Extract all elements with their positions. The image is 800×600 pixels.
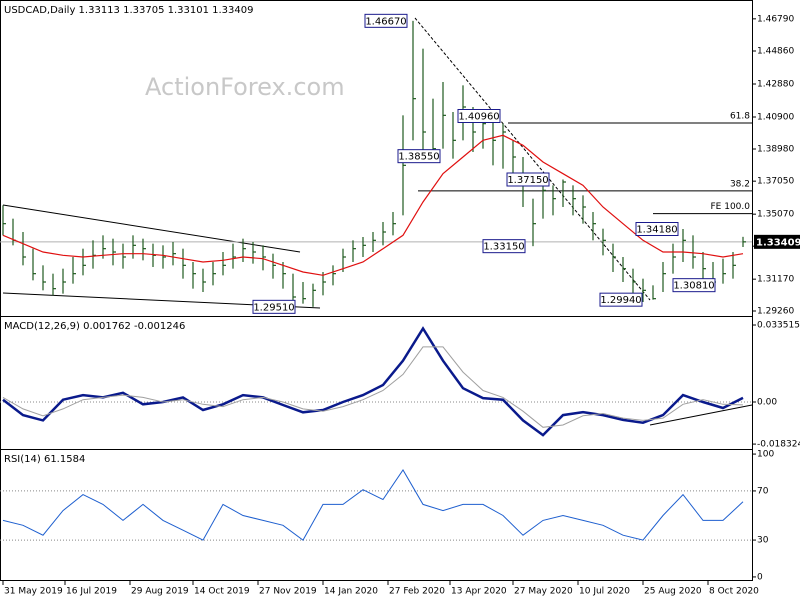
price-label-box — [397, 149, 441, 164]
panel-title: USDCAD,Daily 1.33113 1.33705 1.33101 1.3… — [4, 5, 254, 16]
x-tick-label: 31 May 2019 — [4, 587, 63, 597]
y-tick-label: 70 — [757, 486, 769, 496]
y-tick-label: 1.44860 — [757, 47, 794, 57]
fib-label: 61.8 — [730, 112, 750, 122]
price-label-box — [482, 239, 526, 254]
price-label-box — [457, 109, 501, 123]
price-label: 1.34180 — [636, 225, 677, 236]
x-tick-label: 14 Oct 2019 — [194, 587, 250, 597]
price-label-box — [252, 299, 296, 314]
x-tick-label: 14 Jan 2020 — [324, 587, 378, 597]
indicator-line — [2, 346, 744, 428]
price-label: 1.33150 — [483, 242, 524, 253]
y-tick-label: 1.31170 — [757, 275, 794, 285]
price-label: 1.46670 — [365, 16, 406, 27]
price-label-box — [364, 13, 408, 28]
y-tick-label: 1.40900 — [757, 113, 794, 123]
watermark: ActionForex.com — [145, 73, 345, 101]
last-price-label: 1.33409 — [756, 237, 800, 248]
fib-label: 38.2 — [730, 179, 750, 189]
y-tick-label: 1.35070 — [757, 210, 794, 220]
fib-label: FE 100.0 — [711, 202, 751, 212]
x-tick-label: 27 May 2020 — [514, 587, 573, 597]
x-tick-label: 13 Apr 2020 — [451, 587, 507, 597]
panel: 0.033515 0.00 -0.018324 MACD(12,26,9) 0.001… — [0, 321, 800, 450]
price-label: 1.38550 — [398, 152, 439, 163]
price-label: 1.30810 — [673, 281, 714, 292]
y-tick-label: 1.46790 — [757, 14, 794, 24]
indicator-line — [2, 326, 744, 437]
frame — [0, 0, 753, 581]
x-tick-label: 29 Aug 2019 — [131, 587, 189, 597]
panel-title: MACD(12,26,9) 0.001762 -0.001246 — [4, 321, 185, 332]
y-tick-label: 1.37050 — [757, 177, 794, 187]
y-tick-label: 1.29260 — [757, 307, 794, 317]
y-tick-label: 100 — [757, 450, 774, 460]
panel: 100 70 30 0 RSI(14) 61.1584 — [0, 450, 774, 582]
last-price-tag — [754, 234, 800, 249]
price-label: 1.37150 — [507, 175, 548, 186]
indicator-line — [2, 469, 744, 541]
plot-frame — [0, 0, 753, 581]
price-label-box — [506, 172, 550, 187]
price-label: 1.40960 — [458, 112, 499, 123]
y-tick-label: 1.42880 — [757, 80, 794, 90]
price-label: 1.29510 — [253, 302, 294, 313]
price-label-box — [672, 278, 716, 293]
y-tick-label: 0.033515 — [757, 321, 800, 331]
y-tick-label: 1.38980 — [757, 145, 794, 155]
y-tick-label: 30 — [757, 536, 769, 546]
y-tick-label: -0.018324 — [757, 440, 800, 450]
x-tick-label: 27 Feb 2020 — [389, 587, 445, 597]
x-tick-label: 27 Nov 2019 — [259, 587, 317, 597]
price-label-box — [635, 222, 679, 236]
trendline — [649, 404, 753, 426]
trendline — [414, 17, 651, 301]
y-tick-label: 0.00 — [757, 397, 777, 407]
trendline — [2, 204, 301, 253]
x-tick-label: 8 Oct 2020 — [709, 587, 759, 597]
panel-title: RSI(14) 61.1584 — [4, 454, 85, 465]
price-label-box — [599, 292, 643, 307]
x-tick-label: 16 Jul 2019 — [66, 587, 117, 597]
x-tick-label: 10 Jul 2020 — [579, 587, 630, 597]
moving-average — [2, 134, 744, 276]
panel: ActionForex.com 61.8 38.2 FE 100.0 1.46790 1.… — [0, 5, 800, 317]
price-label: 1.29940 — [600, 295, 641, 306]
y-tick-label: 0 — [757, 572, 763, 582]
x-tick-label: 25 Aug 2020 — [644, 587, 702, 597]
